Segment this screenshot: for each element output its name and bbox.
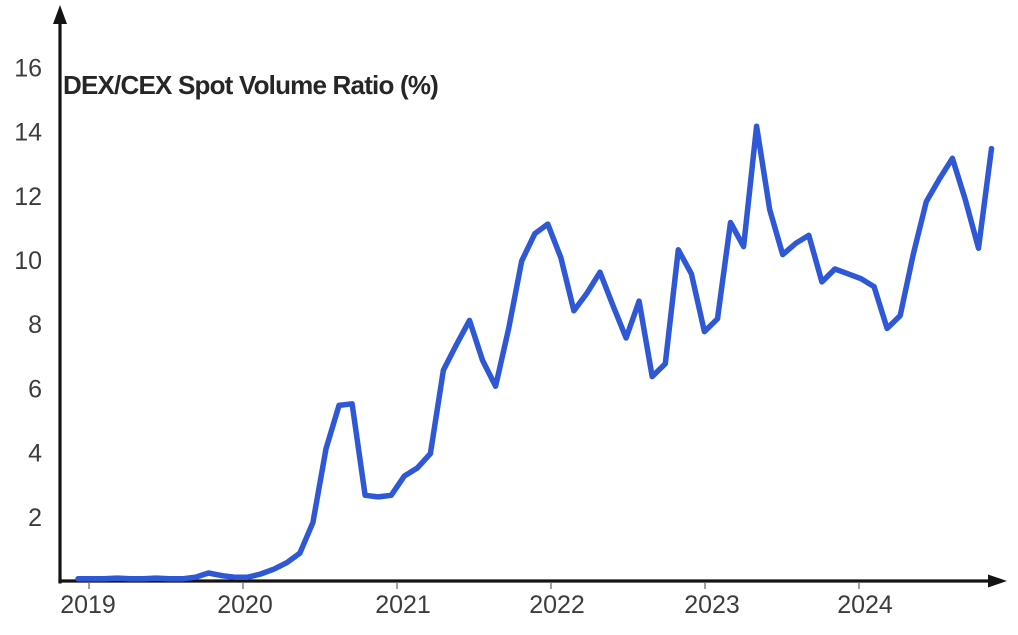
- y-tick-label: 8: [28, 311, 42, 339]
- y-tick-label: 4: [28, 440, 42, 468]
- x-axis-tick-marks: [88, 583, 860, 589]
- y-axis-labels: 2 4 6 8 10 12 14 16: [14, 54, 42, 531]
- chart-title: DEX/CEX Spot Volume Ratio (%): [63, 70, 438, 100]
- x-tick-label: 2021: [375, 591, 431, 619]
- y-tick-label: 6: [28, 375, 42, 403]
- x-tick-label: 2023: [684, 591, 740, 619]
- x-tick-label: 2019: [60, 591, 116, 619]
- x-tick-label: 2024: [837, 591, 893, 619]
- y-tick-label: 16: [14, 54, 42, 82]
- ratio-line-series: [75, 123, 995, 582]
- x-axis-labels: 2019 2020 2021 2022 2023 2024: [60, 591, 893, 619]
- y-tick-label: 2: [28, 504, 42, 532]
- y-tick-label: 10: [14, 247, 42, 275]
- x-tick-label: 2020: [217, 591, 273, 619]
- x-tick-label: 2022: [529, 591, 585, 619]
- y-tick-label: 14: [14, 119, 42, 147]
- x-axis-arrow: [988, 574, 1007, 588]
- y-axis-arrow: [53, 5, 67, 24]
- y-tick-label: 12: [14, 183, 42, 211]
